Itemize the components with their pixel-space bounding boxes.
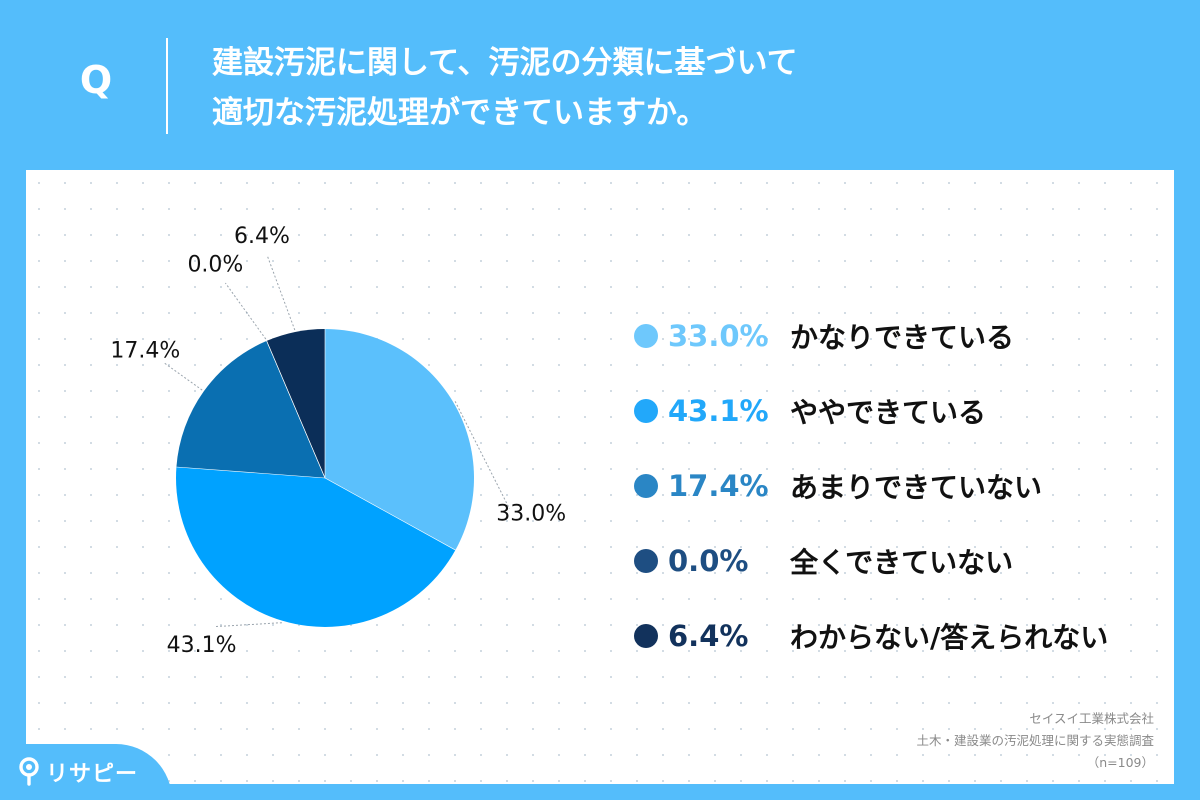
leader-line-3 bbox=[224, 282, 267, 340]
pie-slice-4 bbox=[266, 329, 325, 478]
legend-dot bbox=[634, 473, 658, 498]
legend-percent: 17.4% bbox=[668, 468, 769, 503]
slice-divider bbox=[176, 466, 326, 479]
pie-chart: 33.0% 43.1% 17.4% 0.0% 6.4% bbox=[110, 224, 566, 658]
legend-dot bbox=[634, 548, 658, 573]
legend-dot bbox=[634, 623, 658, 648]
brand-logo: リサピー bbox=[0, 744, 172, 800]
question-line-2: 適切な汚泥処理ができていますか。 bbox=[212, 95, 708, 131]
leader-line-4 bbox=[267, 256, 296, 331]
legend-label: わからない/答えられない bbox=[790, 620, 1109, 654]
location-pin-icon bbox=[19, 757, 39, 786]
pie-slice-2 bbox=[176, 340, 325, 478]
leader-line-1 bbox=[214, 622, 282, 628]
slice-label-0: 33.0% bbox=[496, 501, 566, 526]
chart-panel: 33.0% 43.1% 17.4% 0.0% 6.4% 33.0% かなりできている 43.… bbox=[26, 170, 1174, 784]
source-survey: 土木・建設業の汚泥処理に関する実態調査 bbox=[916, 733, 1154, 748]
legend-label: 全くできていない bbox=[790, 545, 1014, 579]
question-line-1: 建設汚泥に関して、汚泥の分類に基づいて bbox=[212, 45, 798, 81]
legend: 33.0% かなりできている 43.1% ややできている 17.4% あまりできていない 0… bbox=[634, 298, 1154, 673]
legend-dot bbox=[634, 398, 658, 423]
source-note: セイスイ工業株式会社 土木・建設業の汚泥処理に関する実態調査 （n=109） bbox=[916, 708, 1154, 774]
brand-name: リサピー bbox=[46, 762, 139, 787]
legend-percent: 6.4% bbox=[668, 618, 749, 653]
legend-item-2: 17.4% あまりできていない bbox=[634, 448, 1154, 523]
legend-percent: 43.1% bbox=[668, 393, 769, 428]
legend-item-1: 43.1% ややできている bbox=[634, 373, 1154, 448]
leader-line-2 bbox=[162, 361, 203, 391]
legend-item-4: 6.4% わからない/答えられない bbox=[634, 598, 1154, 673]
source-sample: （n=109） bbox=[1086, 755, 1154, 770]
slice-divider bbox=[266, 340, 326, 479]
slice-label-2: 17.4% bbox=[110, 338, 180, 363]
slice-label-3: 0.0% bbox=[187, 252, 243, 277]
legend-label: あまりできていない bbox=[790, 470, 1043, 504]
legend-label: かなりできている bbox=[790, 320, 1015, 354]
slice-label-1: 43.1% bbox=[167, 633, 237, 658]
legend-percent: 33.0% bbox=[668, 318, 769, 353]
slice-label-4: 6.4% bbox=[234, 224, 290, 249]
legend-dot bbox=[634, 323, 658, 348]
source-company: セイスイ工業株式会社 bbox=[1029, 711, 1154, 726]
header-divider bbox=[166, 38, 168, 134]
question-text: 建設汚泥に関して、汚泥の分類に基づいて 適切な汚泥処理ができていますか。 bbox=[212, 38, 1112, 138]
legend-item-0: 33.0% かなりできている bbox=[634, 298, 1154, 373]
legend-item-3: 0.0% 全くできていない bbox=[634, 523, 1154, 598]
question-header: Q 建設汚泥に関して、汚泥の分類に基づいて 適切な汚泥処理ができていますか。 bbox=[0, 0, 1200, 170]
pie-slice-0 bbox=[325, 329, 474, 551]
pie-slice-1 bbox=[176, 467, 456, 627]
legend-percent: 0.0% bbox=[668, 543, 749, 578]
q-label: Q bbox=[79, 58, 113, 102]
legend-label: ややできている bbox=[790, 395, 987, 429]
slice-divider bbox=[324, 477, 456, 551]
leader-line-0 bbox=[454, 401, 510, 509]
